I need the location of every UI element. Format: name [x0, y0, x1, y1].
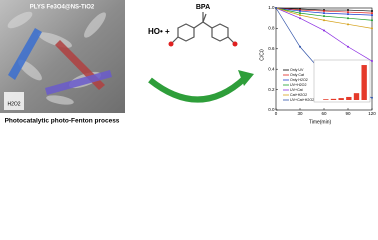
y-axis-label: C/C0	[259, 49, 265, 61]
sem-texture	[7, 11, 106, 105]
x-tick-label: 60	[321, 111, 327, 116]
data-point	[347, 23, 349, 26]
data-point	[347, 45, 349, 48]
inset-bar	[353, 93, 360, 100]
inset-bar	[323, 99, 329, 100]
data-point	[371, 14, 373, 17]
y-tick-label: 0.2	[268, 87, 275, 92]
data-point	[371, 96, 373, 99]
oxidant-label: H2O2	[7, 101, 20, 107]
arrowhead	[238, 70, 254, 86]
data-point	[299, 14, 301, 17]
process-arrow	[148, 75, 248, 103]
data-point	[371, 10, 373, 13]
data-point	[323, 29, 325, 32]
data-point	[347, 13, 349, 16]
pollutant-label: BPA	[196, 4, 210, 11]
graphical-abstract: PLYS Fe3O4@NS-TiO2 H2O2 Photocatalytic p…	[0, 0, 376, 125]
legend-label: UV+H2O2	[290, 83, 306, 87]
data-point	[371, 27, 373, 30]
inset-bar	[346, 96, 352, 100]
legend-label: Only Cat	[290, 73, 304, 77]
caption: Photocatalytic photo-Fenton process	[5, 118, 120, 125]
y-tick-label: 0.0	[268, 107, 275, 112]
y-tick-label: 0.6	[268, 46, 275, 51]
radical-label: HO• +	[148, 27, 170, 36]
data-point	[323, 12, 325, 15]
data-point	[347, 17, 349, 20]
legend-label: Only H2O2	[290, 78, 308, 82]
inset-bar	[330, 98, 337, 100]
catalyst-label: PLYS Fe3O4@NS-TiO2	[30, 5, 95, 11]
y-tick-label: 0.8	[268, 26, 275, 31]
y-tick-label: 1.0	[268, 5, 275, 10]
data-point	[371, 60, 373, 63]
inset-bar	[338, 98, 344, 100]
data-point	[347, 9, 349, 12]
arrow	[8, 28, 42, 80]
data-point	[323, 19, 325, 22]
data-point	[299, 12, 301, 15]
legend-label: Only UV	[290, 68, 304, 72]
data-point	[299, 17, 301, 20]
data-point	[275, 7, 277, 9]
data-point	[299, 10, 301, 13]
x-tick-label: 120	[368, 111, 376, 116]
bpa-structure	[171, 12, 235, 44]
inset-bar	[361, 65, 367, 100]
x-tick-label: 90	[345, 111, 351, 116]
x-axis-label: Time(min)	[309, 119, 332, 125]
data-point	[347, 11, 349, 14]
oxygen-atom	[232, 41, 238, 47]
x-tick-label: 0	[275, 111, 278, 116]
h2o2-box	[4, 92, 24, 110]
data-point	[371, 19, 373, 22]
y-tick-label: 0.4	[268, 66, 275, 71]
arrow	[45, 70, 112, 95]
oxygen-atom	[168, 41, 174, 47]
data-point	[323, 15, 325, 18]
data-point	[371, 12, 373, 15]
legend-label: Cat+H2O2	[290, 93, 307, 97]
x-tick-label: 30	[297, 111, 303, 116]
inset-frame	[313, 59, 371, 103]
data-point	[323, 10, 325, 13]
legend-label: UV+Cat+H2O2	[290, 98, 314, 102]
legend-label: UV+Cat	[290, 88, 303, 92]
data-point	[299, 45, 301, 48]
